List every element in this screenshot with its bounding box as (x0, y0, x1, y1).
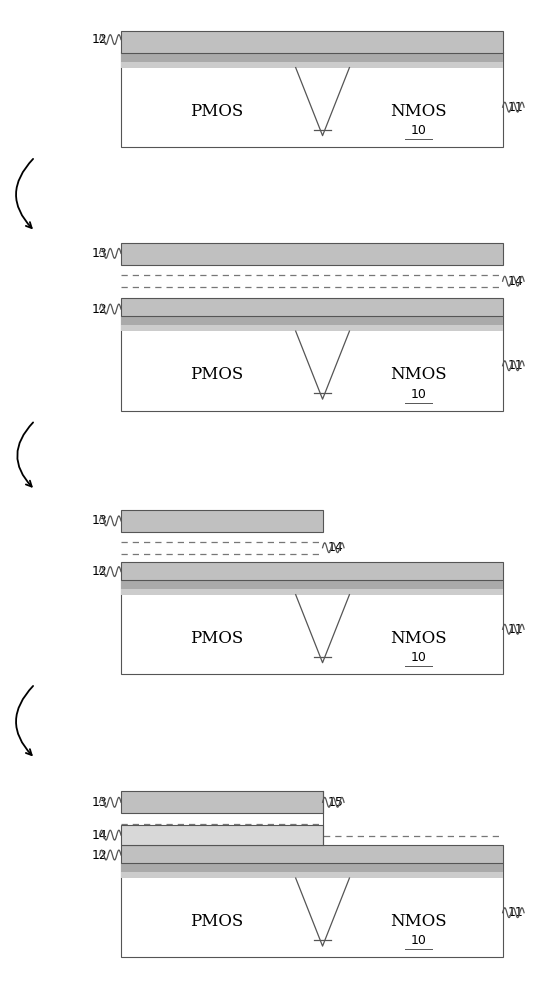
Bar (121, 562, 503, 580)
Text: 14: 14 (508, 275, 524, 288)
Bar (121, 243, 503, 265)
Text: 11: 11 (508, 906, 524, 919)
Bar (121, 863, 503, 957)
Text: NMOS: NMOS (390, 913, 446, 930)
Text: PMOS: PMOS (190, 103, 243, 120)
Text: 10: 10 (411, 934, 427, 948)
Text: 11: 11 (508, 101, 524, 114)
Bar (121, 316, 503, 410)
Text: 10: 10 (411, 388, 427, 401)
Bar (121, 791, 323, 813)
Text: 11: 11 (508, 359, 524, 372)
Bar (121, 589, 503, 595)
Text: 13: 13 (92, 247, 108, 260)
Text: 11: 11 (508, 623, 524, 636)
Text: PMOS: PMOS (190, 630, 243, 647)
Text: NMOS: NMOS (390, 103, 446, 120)
Bar (121, 872, 503, 878)
Bar (121, 52, 503, 62)
Text: 14: 14 (328, 541, 344, 554)
Text: NMOS: NMOS (390, 630, 446, 647)
Text: PMOS: PMOS (190, 913, 243, 930)
Bar (121, 825, 323, 845)
Bar (121, 863, 503, 872)
Text: 13: 13 (92, 796, 108, 809)
Bar (121, 325, 503, 331)
Text: 15: 15 (328, 796, 344, 809)
Text: 12: 12 (92, 849, 108, 862)
Bar (121, 52, 503, 147)
Bar (121, 298, 503, 316)
Bar (121, 62, 503, 68)
Text: 10: 10 (411, 651, 427, 664)
Text: PMOS: PMOS (190, 366, 243, 383)
Text: 12: 12 (92, 565, 108, 578)
Text: 14: 14 (92, 829, 108, 842)
Text: NMOS: NMOS (390, 366, 446, 383)
Text: 12: 12 (92, 33, 108, 46)
Bar (121, 510, 323, 532)
Text: 10: 10 (411, 124, 427, 137)
Text: 13: 13 (92, 514, 108, 527)
Bar (121, 580, 503, 674)
Bar (121, 31, 503, 52)
Bar (121, 845, 503, 863)
Bar (121, 316, 503, 325)
Text: 12: 12 (92, 303, 108, 316)
Bar (121, 580, 503, 589)
